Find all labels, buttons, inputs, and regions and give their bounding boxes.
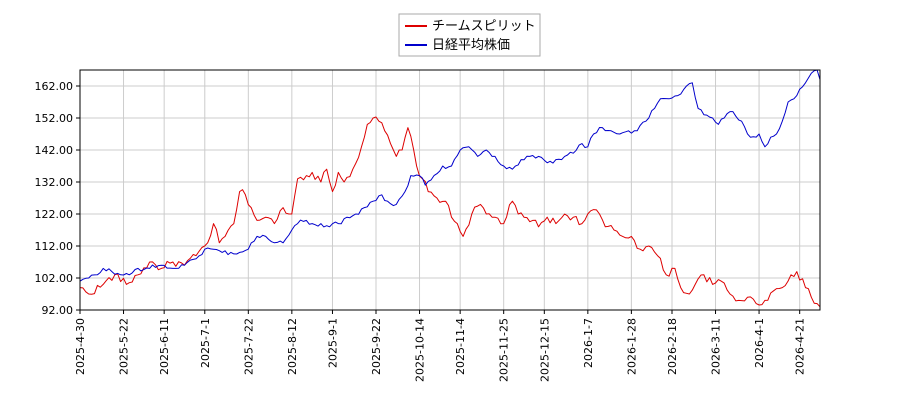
x-tick-label: 2025-9-1 [326, 318, 339, 368]
y-tick-label: 122.00 [35, 208, 74, 221]
x-tick-label: 2025-11-4 [454, 318, 467, 375]
x-tick-label: 2025-4-30 [74, 318, 87, 375]
x-tick-label: 2026-1-28 [625, 318, 638, 375]
y-tick-label: 112.00 [35, 240, 74, 253]
series-line-0 [79, 116, 821, 308]
legend-label-1: 日経平均株価 [432, 38, 510, 53]
x-tick-label: 2026-3-11 [710, 318, 723, 375]
x-tick-label: 2026-2-18 [666, 318, 679, 375]
x-tick-label: 2025-7-22 [242, 318, 255, 375]
y-tick-label: 152.00 [35, 112, 74, 125]
legend-box [398, 13, 541, 57]
y-tick-label: 132.00 [35, 176, 74, 189]
y-axis: 92.00 102.00 112.00 122.00 132.00 142.00 152.0… [35, 80, 80, 317]
plot-frame [79, 69, 821, 311]
x-tick-label: 2025-10-14 [414, 318, 427, 382]
legend: チームスピリット 日経平均株価 [398, 13, 541, 57]
x-tick-label: 2025-5-22 [118, 318, 131, 375]
x-tick-label: 2025-11-25 [498, 318, 511, 382]
x-tick-label: 2026-4-21 [794, 318, 807, 375]
y-tick-label: 162.00 [35, 80, 74, 93]
x-tick-label: 2026-1-7 [582, 318, 595, 368]
x-tick-label: 2025-7-1 [199, 318, 212, 368]
x-tick-label: 2025-6-11 [158, 318, 171, 375]
x-tick-label: 2025-8-12 [286, 318, 299, 375]
y-tick-label: 92.00 [42, 304, 74, 317]
y-tick-label: 102.00 [35, 272, 74, 285]
series-layer [79, 69, 821, 308]
x-tick-label: 2026-4-1 [753, 318, 766, 368]
x-tick-label: 2025-9-22 [370, 318, 383, 375]
grid [79, 70, 820, 311]
y-tick-label: 142.00 [35, 144, 74, 157]
series-line-1 [79, 69, 821, 282]
x-axis: 2025-4-30 2025-5-22 2025-6-11 2025-7-1 2025-… [74, 310, 807, 382]
x-tick-label: 2025-12-15 [538, 318, 551, 382]
legend-label-0: チームスピリット [432, 19, 536, 34]
